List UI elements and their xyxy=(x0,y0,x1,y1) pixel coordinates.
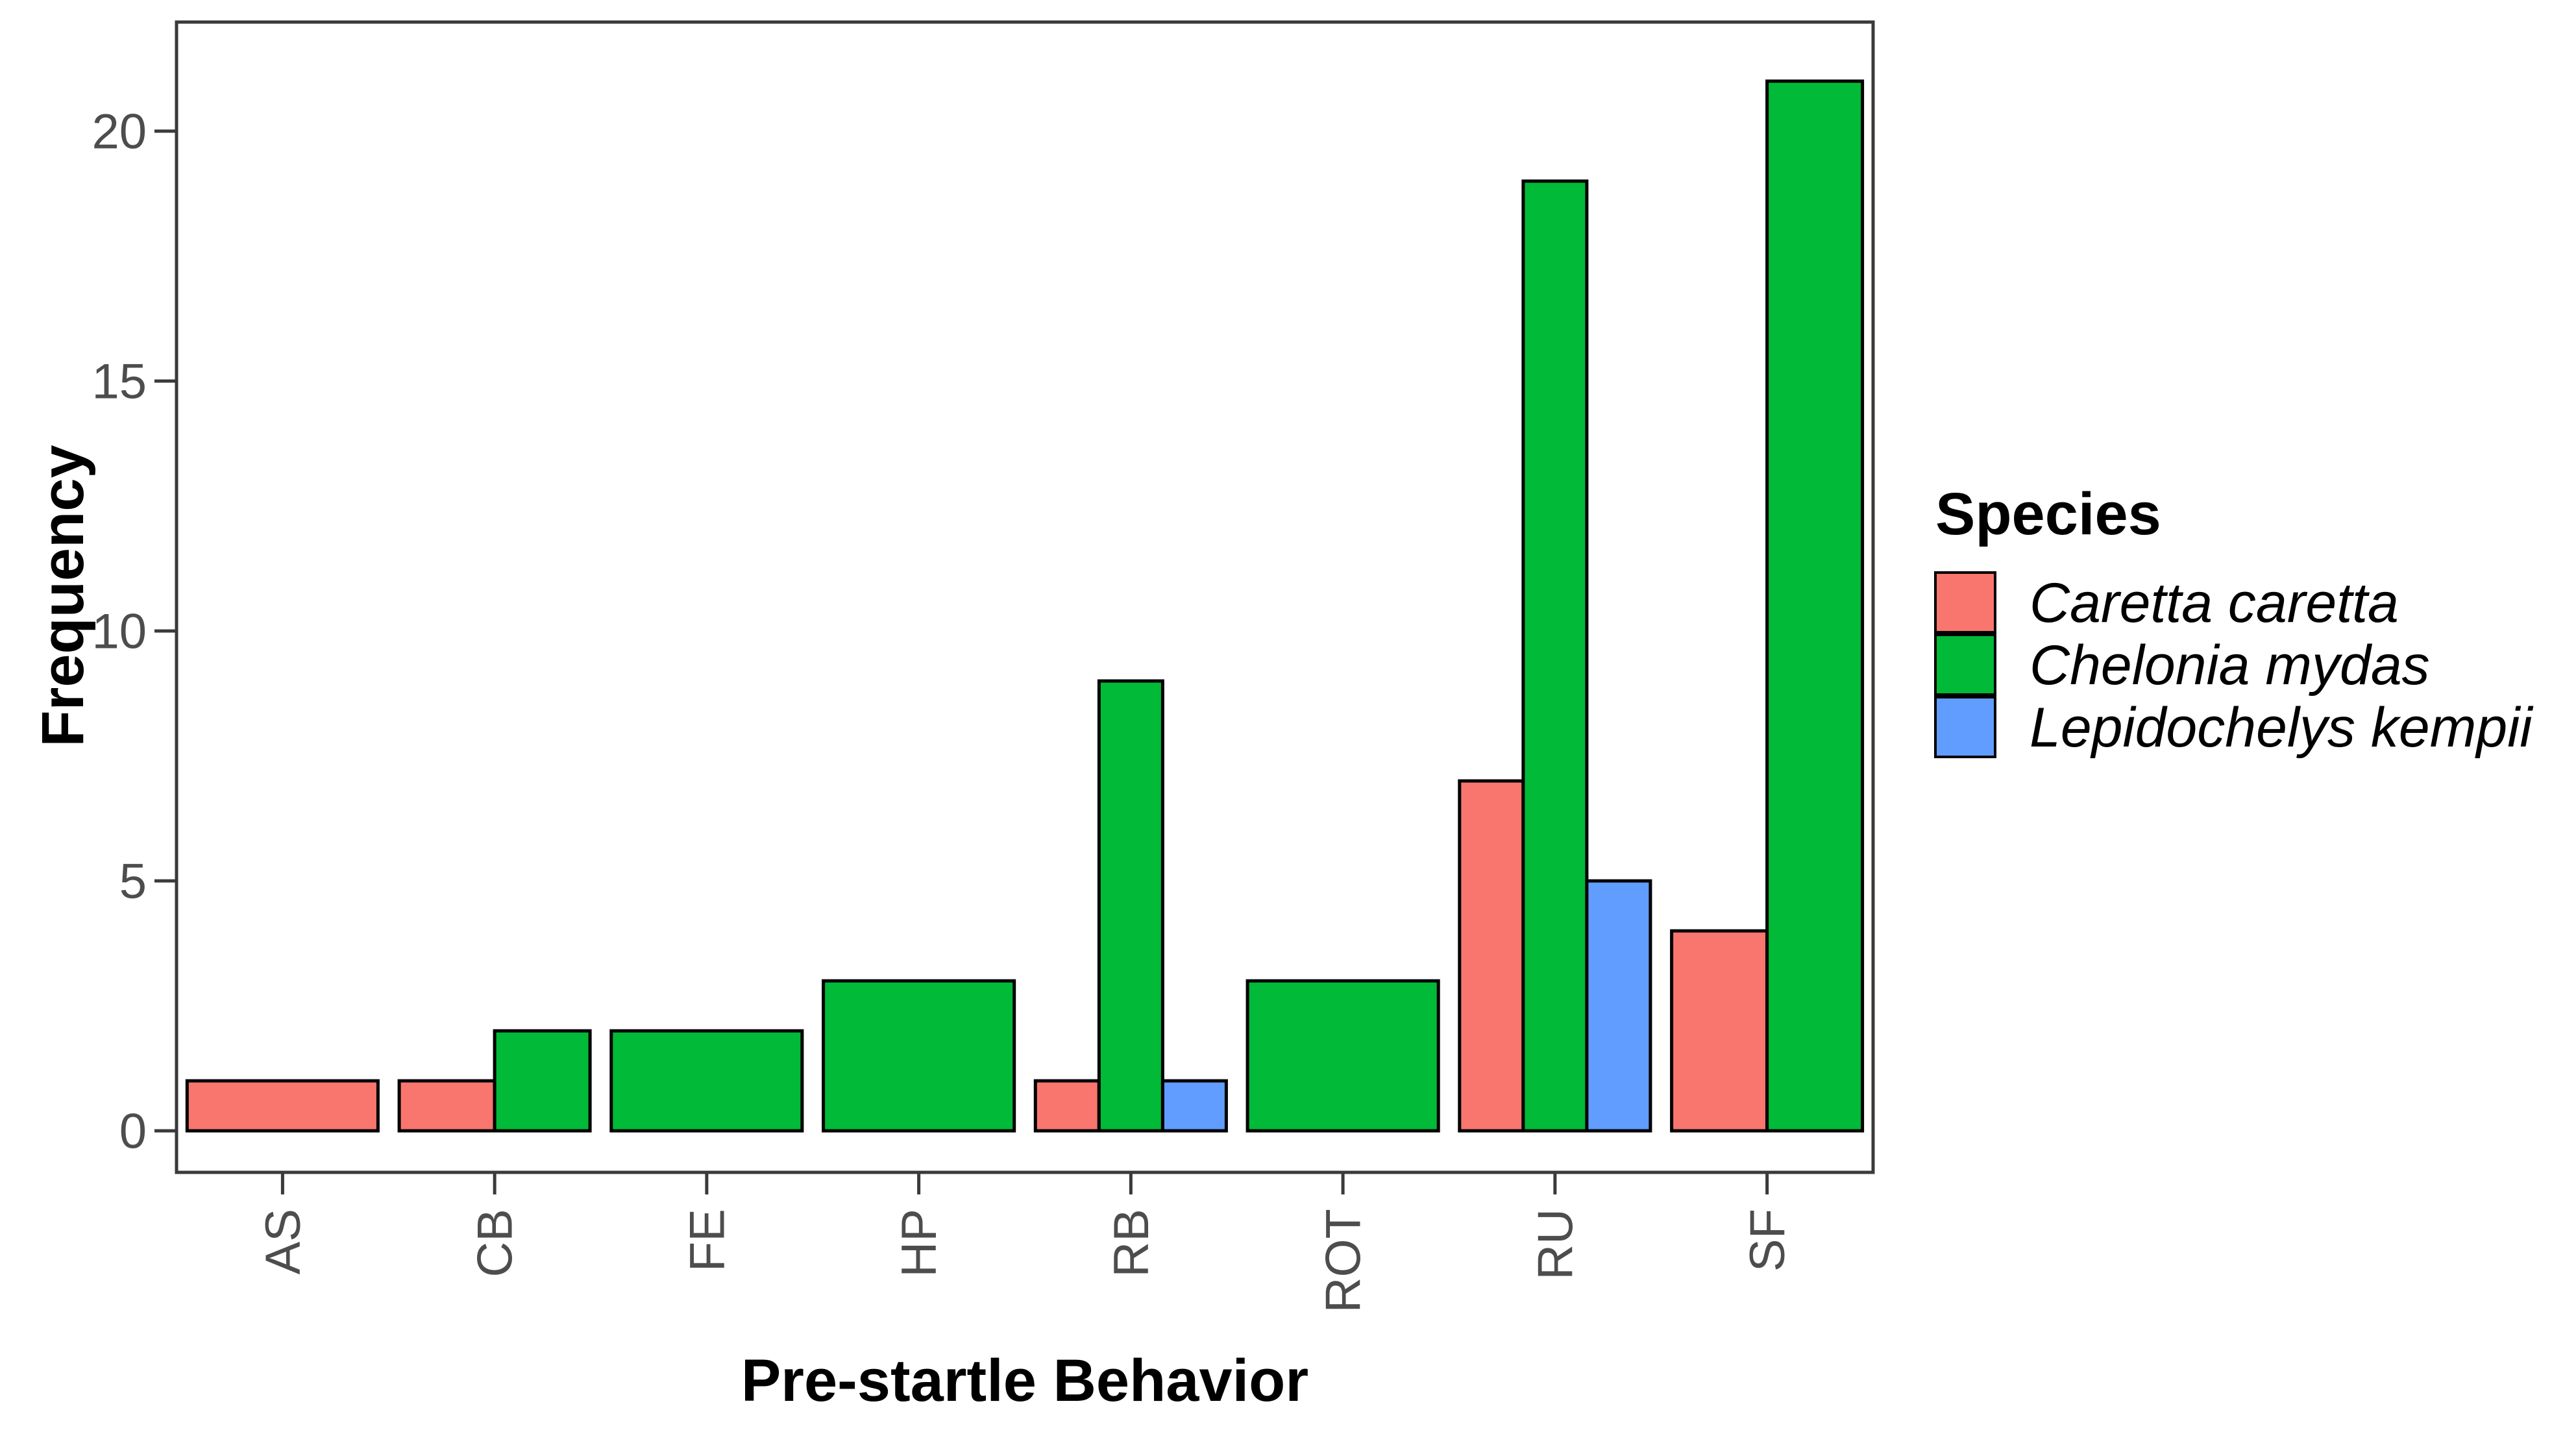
bar-ROT-chelonia xyxy=(1245,979,1440,1133)
y-axis-ticks-group: 0 5 10 15 20 xyxy=(92,105,177,1159)
bar-AS-caretta xyxy=(185,1079,380,1133)
bar-RB-chelonia xyxy=(1097,679,1164,1133)
x-tick-label-fe: FE xyxy=(680,1209,735,1272)
x-axis-title: Pre-startle Behavior xyxy=(741,1348,1308,1414)
legend-key-chelonia xyxy=(1934,634,1996,696)
legend-key-lepidochelys xyxy=(1934,696,1996,758)
y-tick-label: 20 xyxy=(92,105,147,160)
x-tick-label-ru: RU xyxy=(1528,1209,1583,1280)
x-tick-label-as: AS xyxy=(256,1209,311,1274)
y-axis-title: Frequency xyxy=(30,445,96,747)
legend-label-chelonia: Chelonia mydas xyxy=(2030,634,2430,697)
y-tick-label: 5 xyxy=(119,854,147,909)
y-tick-label: 15 xyxy=(92,354,147,410)
bars-group xyxy=(185,79,1865,1133)
bar-SF-caretta xyxy=(1670,929,1769,1133)
bar-HP-chelonia xyxy=(822,979,1016,1133)
bar-RU-lepidochelys xyxy=(1585,879,1652,1133)
bar-CB-caretta xyxy=(397,1079,497,1133)
bar-FE-chelonia xyxy=(609,1029,804,1133)
legend-title: Species xyxy=(1935,481,2161,547)
bar-SF-chelonia xyxy=(1765,79,1865,1133)
bar-CB-chelonia xyxy=(493,1029,592,1133)
panel-border xyxy=(175,20,1875,1174)
legend-key-caretta xyxy=(1934,571,1996,634)
y-tick-label: 10 xyxy=(92,604,147,660)
bar-RB-lepidochelys xyxy=(1160,1079,1228,1133)
x-tick-label-rb: RB xyxy=(1104,1209,1159,1278)
x-tick-label-rot: ROT xyxy=(1316,1209,1371,1313)
x-tick-label-hp: HP xyxy=(892,1209,947,1278)
x-tick-label-cb: CB xyxy=(468,1209,523,1278)
legend-label-lepidochelys: Lepidochelys kempii xyxy=(2030,697,2534,759)
bar-RU-caretta xyxy=(1458,779,1525,1133)
x-axis-ticks-group: AS CB FE HP RB ROT RU SF xyxy=(256,1172,1795,1313)
legend-label-caretta: Caretta caretta xyxy=(2030,572,2399,634)
bar-RU-chelonia xyxy=(1521,179,1589,1133)
x-tick-label-sf: SF xyxy=(1740,1209,1795,1272)
bar-RB-caretta xyxy=(1033,1079,1101,1133)
y-tick-label: 0 xyxy=(119,1104,147,1159)
